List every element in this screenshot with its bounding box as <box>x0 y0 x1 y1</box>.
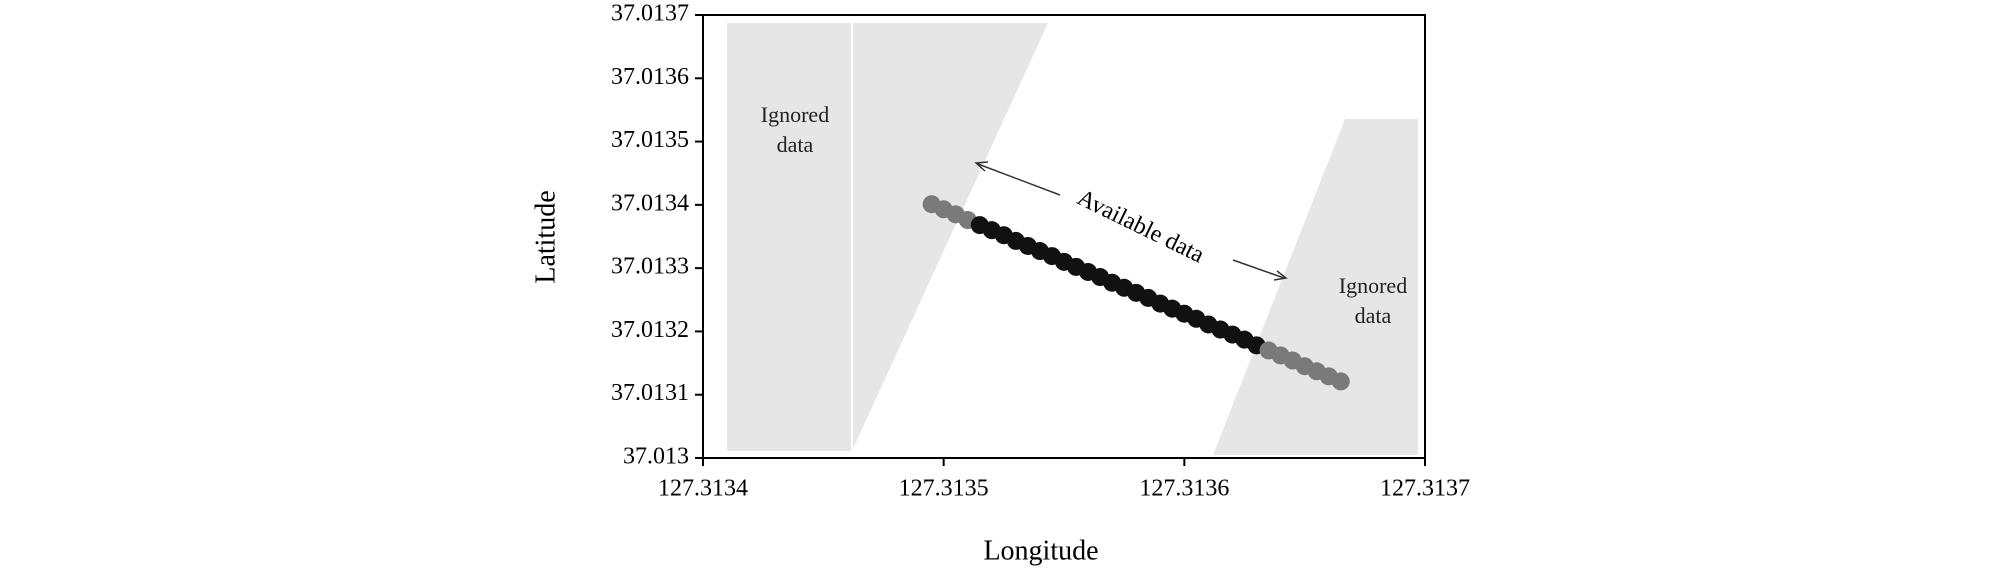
arrow-head <box>1273 270 1288 281</box>
y-tick-label: 37.0136 <box>611 64 689 90</box>
point <box>1331 372 1350 391</box>
ignored-region <box>727 23 1048 451</box>
y-tick-label: 37.0137 <box>611 1 689 27</box>
y-tick-label: 37.0132 <box>611 317 689 343</box>
x-axis-title: Longitude <box>983 535 1098 566</box>
plot-frame <box>702 14 1426 459</box>
annotation-group: Available data <box>974 161 1288 281</box>
x-tick-label: 127.3135 <box>899 476 989 502</box>
x-tick-label: 127.3137 <box>1380 476 1470 502</box>
y-tick-label: 37.0134 <box>611 190 689 216</box>
y-tick-label: 37.013 <box>623 444 689 470</box>
ignored-region <box>1213 119 1418 455</box>
y-tick-label: 37.0133 <box>611 254 689 280</box>
x-tick-label: 127.3136 <box>1139 476 1229 502</box>
annotation: Ignored data <box>1338 273 1408 328</box>
y-tick-label: 37.0135 <box>611 127 689 153</box>
arrow <box>977 163 1061 196</box>
arrow <box>1232 259 1285 279</box>
arrow-head <box>974 161 989 172</box>
annotation: Available data <box>1073 185 1208 269</box>
x-tick-label: 127.3134 <box>658 476 748 502</box>
y-tick-label: 37.0131 <box>611 380 689 406</box>
annotation: Ignored data <box>760 102 830 157</box>
y-axis-title: Latitude <box>530 190 561 283</box>
